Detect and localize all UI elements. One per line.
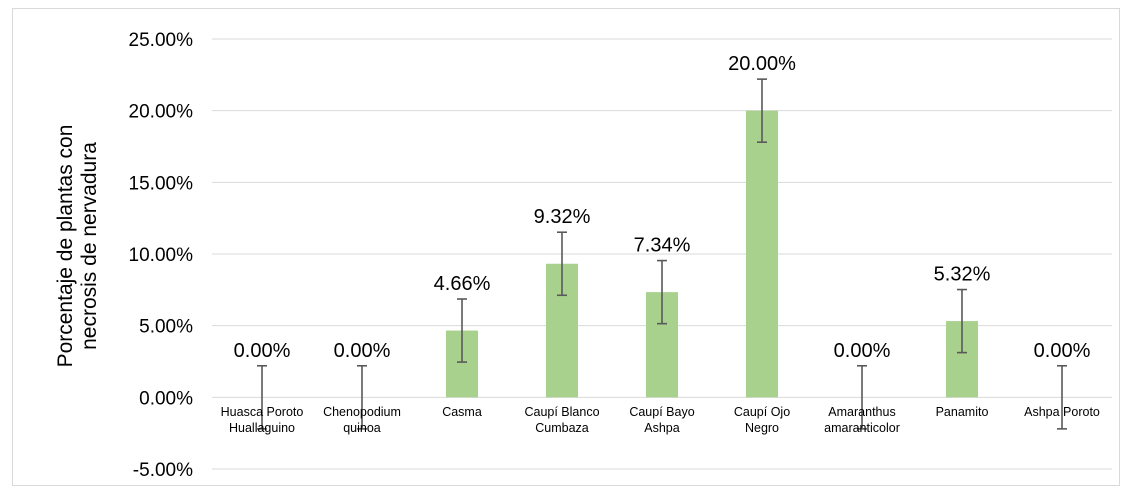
x-category-label: Caupí Ojo Negro [734, 405, 790, 435]
x-category-label: Panamito [936, 405, 989, 419]
error-bar [257, 364, 267, 430]
chart-frame [12, 8, 1120, 486]
x-category-label: Casma [442, 405, 482, 419]
y-tick-label: 20.00% [129, 102, 194, 123]
x-category-label: Caupí Bayo Ashpa [629, 405, 694, 435]
y-axis-ticks: 25.00% 20.00% 15.00% 10.00% 5.00% 0.00% -5.00% [129, 30, 194, 481]
data-label: 0.00% [834, 340, 891, 362]
data-label: 9.32% [534, 206, 591, 228]
data-label: 7.34% [634, 235, 691, 257]
y-tick-label: 0.00% [139, 388, 193, 409]
bar [746, 110, 778, 398]
x-axis-categories: Huasca Poroto Huallaguino Chenopodium quino… [221, 405, 1100, 435]
y-tick-label: 5.00% [139, 317, 193, 338]
error-bar [357, 364, 367, 430]
error-bar [757, 78, 767, 143]
x-category-label: Ashpa Poroto [1024, 405, 1100, 419]
error-bar [957, 288, 967, 354]
y-tick-label: 15.00% [129, 173, 194, 194]
x-category-label: Huasca Poroto Huallaguino [221, 405, 304, 435]
y-tick-label: 25.00% [129, 30, 194, 51]
x-category-label: Caupí Blanco Cumbaza [524, 405, 599, 435]
x-category-label: Amaranthus amaranticolor [824, 405, 900, 435]
error-bar [857, 364, 867, 430]
y-tick-label: -5.00% [133, 460, 193, 481]
error-bar [1057, 364, 1067, 430]
data-label: 0.00% [234, 340, 291, 362]
data-label: 0.00% [334, 340, 391, 362]
data-labels: 0.00% 0.00% 4.66% 9.32% 7.34% 20.00% 0.00% 5.32… [234, 53, 1091, 362]
error-bar [657, 259, 667, 325]
data-label: 0.00% [1034, 340, 1091, 362]
data-label: 5.32% [934, 264, 991, 286]
error-bars [257, 78, 1067, 430]
error-bar [557, 231, 567, 297]
data-label: 4.66% [434, 273, 491, 295]
y-axis-label: Porcentaje de plantas connecrosis de ner… [54, 125, 101, 368]
data-label: 20.00% [728, 53, 796, 75]
y-tick-label: 10.00% [129, 245, 194, 266]
error-bar [457, 298, 467, 363]
x-category-label: Chenopodium quinoa [323, 405, 401, 435]
